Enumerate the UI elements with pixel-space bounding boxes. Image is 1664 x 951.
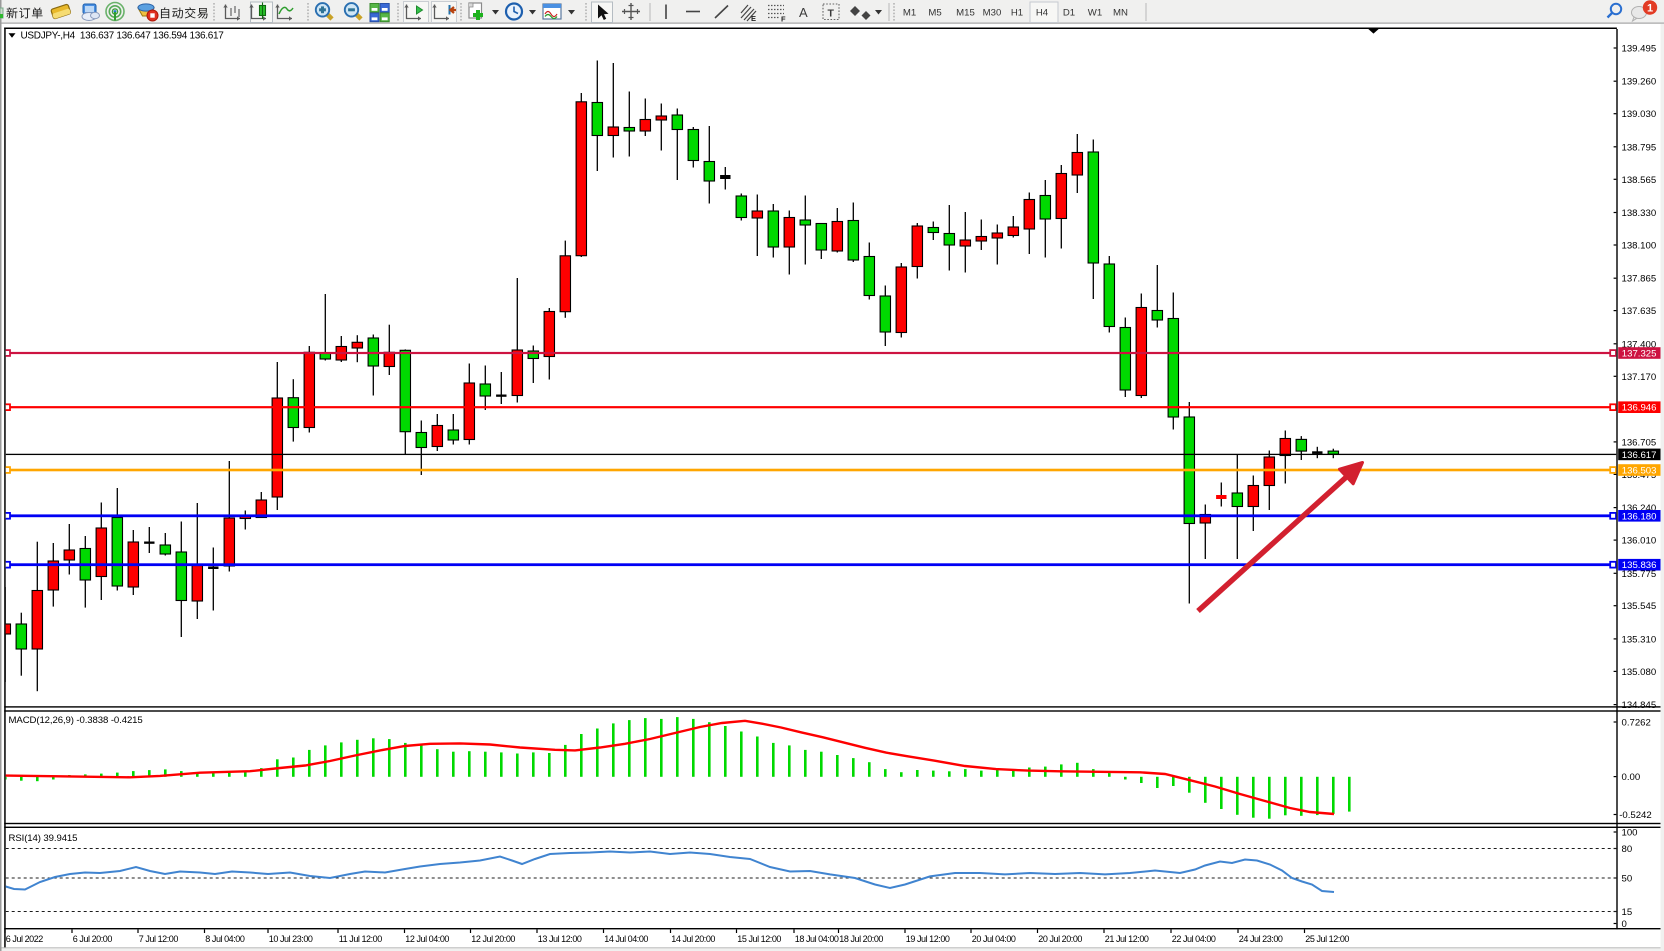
svg-text:136.946: 136.946 bbox=[1622, 403, 1657, 414]
svg-text:20 Jul 04:00: 20 Jul 04:00 bbox=[972, 934, 1016, 944]
svg-text:8 Jul 04:00: 8 Jul 04:00 bbox=[205, 934, 245, 944]
svg-text:18 Jul 20:00: 18 Jul 20:00 bbox=[839, 934, 883, 944]
svg-text:135.836: 135.836 bbox=[1622, 560, 1657, 571]
svg-text:-0.5242: -0.5242 bbox=[1619, 810, 1652, 821]
svg-text:50: 50 bbox=[1622, 874, 1633, 885]
svg-text:134.845: 134.845 bbox=[1622, 700, 1657, 711]
svg-text:6 Jul 2022: 6 Jul 2022 bbox=[6, 934, 43, 944]
svg-text:7 Jul 12:00: 7 Jul 12:00 bbox=[139, 934, 179, 944]
svg-text:136.705: 136.705 bbox=[1622, 437, 1657, 448]
svg-text:11 Jul 12:00: 11 Jul 12:00 bbox=[339, 934, 382, 944]
svg-text:24 Jul 23:00: 24 Jul 23:00 bbox=[1239, 934, 1283, 944]
svg-text:139.495: 139.495 bbox=[1622, 44, 1657, 55]
svg-text:138.330: 138.330 bbox=[1622, 208, 1657, 219]
svg-text:135.775: 135.775 bbox=[1622, 569, 1657, 580]
svg-text:139.030: 139.030 bbox=[1622, 109, 1657, 120]
svg-text:136.240: 136.240 bbox=[1622, 503, 1657, 514]
svg-text:6 Jul 20:00: 6 Jul 20:00 bbox=[73, 934, 113, 944]
svg-text:19 Jul 12:00: 19 Jul 12:00 bbox=[906, 934, 950, 944]
svg-text:A: A bbox=[799, 5, 808, 20]
svg-text:M30: M30 bbox=[983, 7, 1002, 18]
svg-text:W1: W1 bbox=[1088, 7, 1102, 18]
svg-text:137.400: 137.400 bbox=[1622, 339, 1657, 350]
svg-text:138.565: 138.565 bbox=[1622, 175, 1657, 186]
svg-text:136.503: 136.503 bbox=[1622, 466, 1657, 477]
svg-text:E: E bbox=[751, 14, 756, 23]
svg-text:12 Jul 04:00: 12 Jul 04:00 bbox=[405, 934, 449, 944]
svg-text:138.100: 138.100 bbox=[1622, 241, 1657, 252]
svg-text:25 Jul 12:00: 25 Jul 12:00 bbox=[1305, 934, 1349, 944]
svg-text:136.010: 136.010 bbox=[1622, 536, 1657, 547]
svg-text:13 Jul 12:00: 13 Jul 12:00 bbox=[538, 934, 582, 944]
svg-text:M15: M15 bbox=[956, 7, 975, 18]
svg-text:136.617: 136.617 bbox=[1622, 450, 1657, 461]
svg-text:137.170: 137.170 bbox=[1622, 372, 1657, 383]
svg-text:139.260: 139.260 bbox=[1622, 77, 1657, 88]
svg-text:RSI(14) 39.9415: RSI(14) 39.9415 bbox=[9, 833, 78, 844]
svg-text:137.865: 137.865 bbox=[1622, 274, 1657, 285]
svg-text:20 Jul 20:00: 20 Jul 20:00 bbox=[1038, 934, 1082, 944]
svg-text:137.325: 137.325 bbox=[1622, 349, 1657, 360]
svg-text:F: F bbox=[781, 15, 786, 24]
svg-text:12 Jul 20:00: 12 Jul 20:00 bbox=[471, 934, 515, 944]
svg-text:M1: M1 bbox=[903, 7, 916, 18]
svg-text:138.795: 138.795 bbox=[1622, 142, 1657, 153]
svg-text:H1: H1 bbox=[1011, 7, 1023, 18]
svg-text:0.00: 0.00 bbox=[1622, 772, 1641, 783]
svg-text:MACD(12,26,9) -0.3838 -0.4215: MACD(12,26,9) -0.3838 -0.4215 bbox=[9, 715, 143, 726]
svg-text:15 Jul 12:00: 15 Jul 12:00 bbox=[737, 934, 781, 944]
svg-text:136.180: 136.180 bbox=[1622, 511, 1657, 522]
svg-text:USDJPY-,H4 136.637 136.647 13: USDJPY-,H4 136.637 136.647 136.594 136.6… bbox=[21, 30, 225, 41]
svg-text:10 Jul 23:00: 10 Jul 23:00 bbox=[269, 934, 313, 944]
svg-text:135.080: 135.080 bbox=[1622, 667, 1657, 678]
svg-text:21 Jul 12:00: 21 Jul 12:00 bbox=[1105, 934, 1149, 944]
svg-text:100: 100 bbox=[1622, 828, 1638, 839]
svg-text:M5: M5 bbox=[928, 7, 941, 18]
svg-text:137.635: 137.635 bbox=[1622, 306, 1657, 317]
svg-text:80: 80 bbox=[1622, 844, 1633, 855]
svg-text:22 Jul 04:00: 22 Jul 04:00 bbox=[1172, 934, 1216, 944]
svg-text:H4: H4 bbox=[1036, 7, 1049, 18]
svg-text:0.7262: 0.7262 bbox=[1622, 718, 1651, 729]
svg-text:T: T bbox=[828, 8, 835, 20]
svg-text:18 Jul 04:00: 18 Jul 04:00 bbox=[795, 934, 839, 944]
svg-text:135.310: 135.310 bbox=[1622, 634, 1657, 645]
svg-text:135.545: 135.545 bbox=[1622, 601, 1657, 612]
svg-text:1: 1 bbox=[1647, 3, 1653, 15]
svg-text:14 Jul 04:00: 14 Jul 04:00 bbox=[604, 934, 648, 944]
svg-text:14 Jul 20:00: 14 Jul 20:00 bbox=[671, 934, 715, 944]
svg-text:D1: D1 bbox=[1063, 7, 1075, 18]
svg-text:15: 15 bbox=[1622, 907, 1633, 918]
svg-text:MN: MN bbox=[1113, 7, 1128, 18]
svg-text:0: 0 bbox=[1622, 919, 1627, 930]
